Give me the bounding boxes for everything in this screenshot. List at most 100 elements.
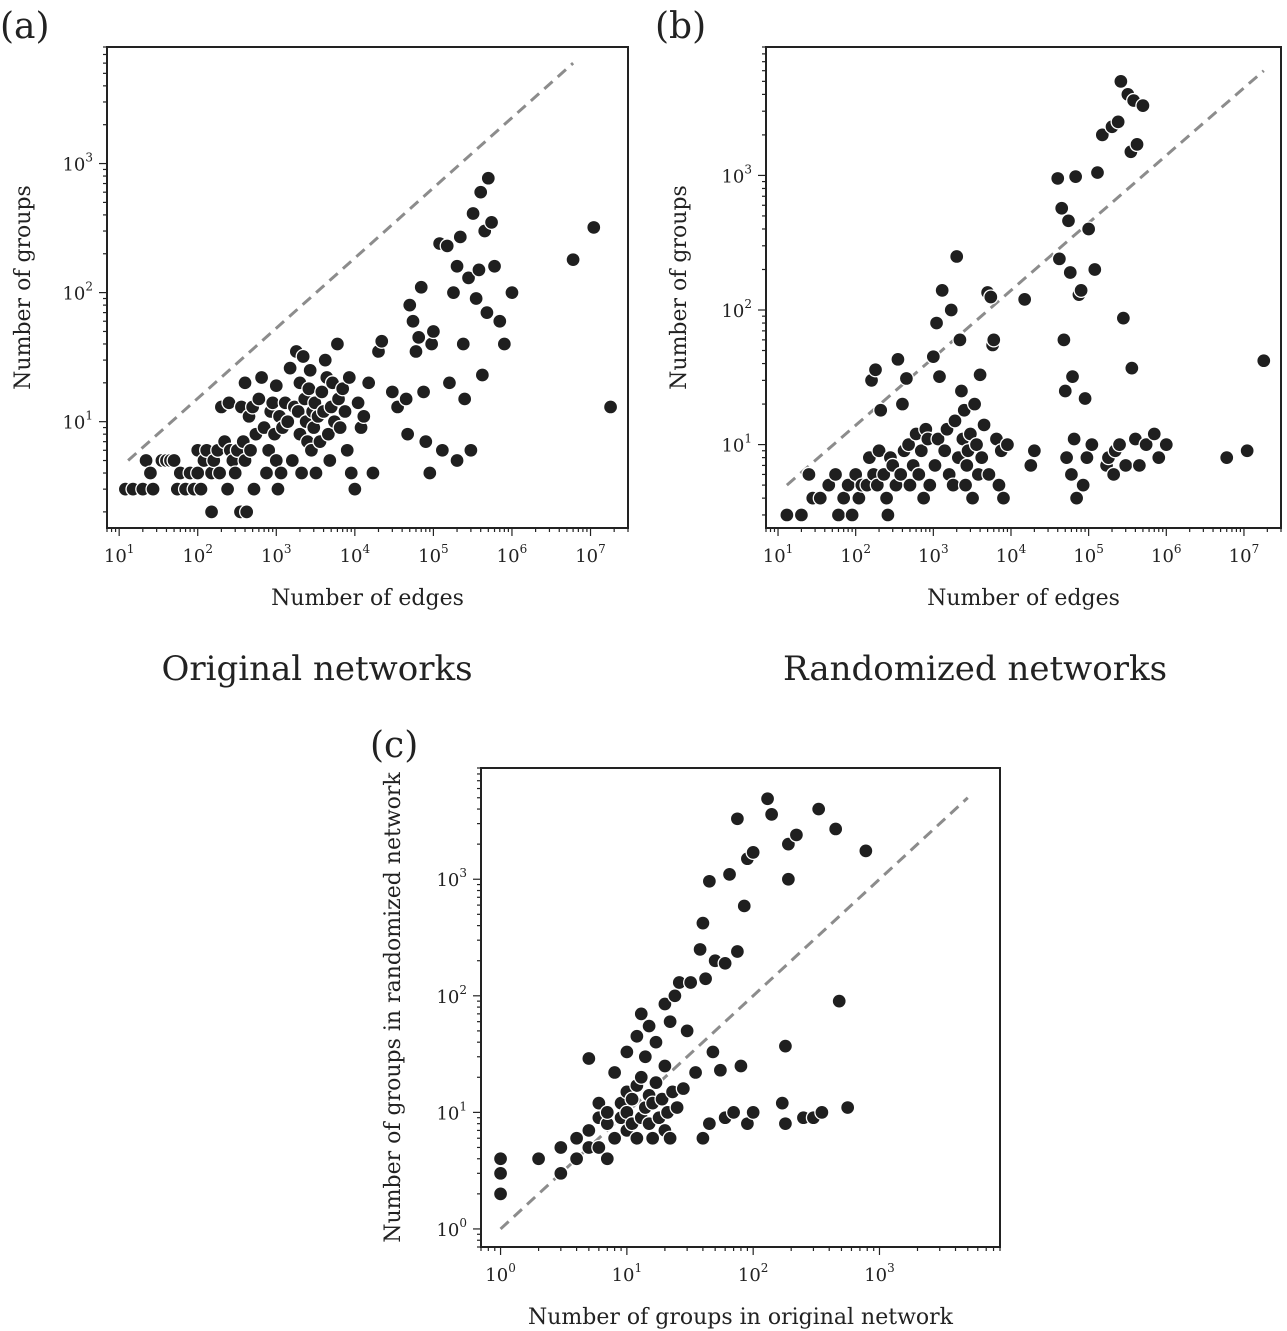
data-point [463,442,479,458]
y-tick-label: 103 [721,162,752,187]
data-point [927,457,943,474]
data-point [1026,443,1043,459]
data-point [242,442,259,458]
data-point [339,442,355,458]
data-point [695,915,711,931]
data-point [1118,457,1134,474]
data-point [814,1104,830,1121]
data-point [606,1064,623,1081]
y-axis-title: Number of groups in randomized network [381,772,406,1243]
data-point [408,343,424,360]
data-point [721,866,738,883]
data-point [211,465,228,481]
data-point [913,443,929,459]
x-tick-label: 105 [1073,542,1104,567]
data-point [1077,390,1093,407]
data-point [1115,310,1132,326]
data-point [341,369,357,386]
data-point [633,1006,649,1022]
data-point [350,395,366,411]
data-point [384,384,400,400]
data-point [586,219,602,236]
data-point [981,466,997,483]
data-point [1054,200,1070,216]
data-point [1056,332,1072,348]
data-point [871,443,887,459]
data-point [606,1130,623,1146]
panel-label: (a) [0,6,50,47]
data-point [486,258,503,274]
data-point [966,396,983,412]
x-axis-title: Number of groups in original network [528,1305,954,1330]
panel-label: (b) [655,6,706,47]
data-point [717,955,733,971]
data-point [745,844,761,861]
data-point [1073,282,1089,298]
data-point [599,1104,615,1121]
data-point [902,477,918,493]
data-point [729,811,746,827]
data-point [1239,443,1255,459]
data-point [793,507,810,523]
data-point [591,1139,607,1156]
data-point [697,971,714,987]
data-point [878,490,895,506]
data-point [445,284,462,301]
data-point [219,481,236,497]
data-point [434,442,451,458]
data-point [893,466,909,483]
data-point [253,369,270,386]
data-points [779,73,1272,523]
reference-line [499,796,969,1231]
x-tick-label: 102 [182,542,213,567]
data-point [465,205,481,222]
data-point [943,302,959,318]
data-point [422,465,438,481]
data-point [439,238,455,254]
data-point [867,362,884,378]
data-point [911,466,927,483]
data-point [1135,97,1151,114]
data-point [1113,73,1129,90]
x-tick-label: 103 [261,542,292,567]
x-tick-label: 106 [497,542,528,567]
data-point [568,1151,585,1167]
data-point [553,1165,569,1181]
data-point [1017,291,1033,307]
data-point [492,1151,509,1167]
data-point [452,229,468,245]
reference-line [785,69,1265,487]
data-point [280,414,296,430]
data-point [317,352,333,368]
data-point [873,402,889,418]
data-point [261,442,277,458]
data-points [492,791,874,1202]
data-point [890,351,906,367]
data-point [190,465,206,481]
data-point [1087,261,1103,278]
x-tick-label: 107 [1229,542,1260,567]
data-point [745,1104,761,1121]
data-point [1106,466,1122,483]
data-point [777,1038,794,1054]
data-point [759,791,776,807]
data-point [729,943,746,960]
data-point [492,1186,509,1202]
data-point [679,1023,695,1039]
data-point [821,477,837,493]
data-point [972,367,988,383]
data-point [844,507,860,523]
y-tick-label: 100 [436,1216,467,1241]
data-point [1079,449,1095,466]
x-tick-label: 103 [864,1261,895,1286]
data-point [836,490,852,506]
data-point [733,1058,749,1074]
data-point [483,214,500,231]
data-point [1064,368,1081,385]
data-point [343,465,359,481]
y-tick-label: 101 [721,432,752,457]
data-point [273,465,289,481]
data-point [657,996,673,1012]
data-point [530,1151,547,1167]
data-point [1023,457,1039,474]
